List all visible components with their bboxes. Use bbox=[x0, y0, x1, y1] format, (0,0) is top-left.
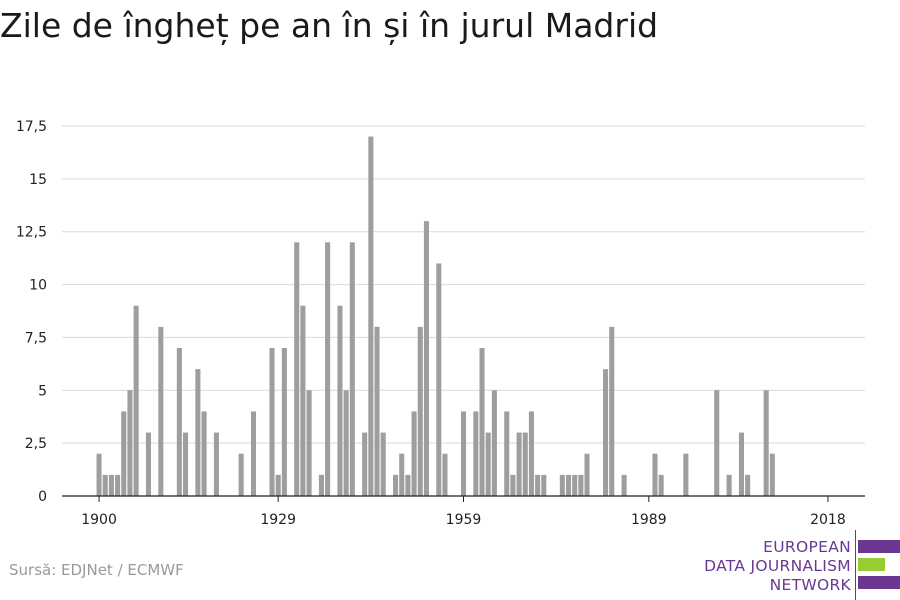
bar bbox=[349, 242, 355, 496]
bar bbox=[621, 474, 627, 496]
bar bbox=[652, 453, 658, 496]
y-tick-label: 12,5 bbox=[16, 225, 47, 241]
bar bbox=[275, 474, 281, 496]
bar bbox=[541, 474, 547, 496]
bar bbox=[115, 474, 121, 496]
bar bbox=[108, 474, 114, 496]
axes: 0 2,5 5 7,5 10 12,5 15 17,5 1900 1929 1959 1989 2018 bbox=[16, 119, 865, 528]
edjnet-logo[interactable]: EUROPEAN DATA JOURNALISM NETWORK bbox=[700, 530, 900, 600]
bar bbox=[121, 411, 127, 496]
bar bbox=[763, 390, 769, 496]
bar bbox=[362, 432, 368, 496]
logo-line-3: NETWORK bbox=[769, 576, 851, 594]
bar bbox=[102, 474, 108, 496]
bar bbox=[528, 411, 534, 496]
bar bbox=[405, 474, 411, 496]
bar bbox=[325, 242, 331, 496]
bar bbox=[269, 348, 275, 496]
bar bbox=[460, 411, 467, 496]
bar bbox=[442, 453, 448, 496]
bar bbox=[510, 474, 516, 496]
x-tick-label: 1929 bbox=[260, 512, 296, 528]
bar bbox=[368, 136, 374, 497]
grid-lines bbox=[62, 125, 865, 444]
bar bbox=[572, 474, 578, 496]
source-note: Sursă: EDJNet / ECMWF bbox=[9, 561, 184, 579]
bar bbox=[609, 326, 615, 496]
logo-bar-purple-bottom bbox=[858, 576, 900, 589]
bar bbox=[578, 474, 584, 496]
bar bbox=[96, 453, 102, 496]
bar bbox=[726, 474, 732, 496]
y-tick-label: 0 bbox=[38, 489, 47, 505]
bar bbox=[294, 242, 300, 496]
bar bbox=[745, 474, 751, 496]
x-tick-label: 1989 bbox=[631, 512, 667, 528]
bar bbox=[485, 432, 491, 496]
bar bbox=[127, 390, 133, 496]
bar bbox=[683, 453, 689, 496]
bar bbox=[603, 369, 609, 496]
bar bbox=[380, 432, 386, 496]
x-tick-label: 1900 bbox=[81, 512, 117, 528]
y-tick-label: 7,5 bbox=[25, 330, 47, 346]
bar bbox=[522, 432, 528, 496]
y-tick-label: 2,5 bbox=[25, 436, 47, 452]
logo-line-2: DATA JOURNALISM bbox=[704, 557, 851, 575]
bar bbox=[201, 411, 207, 496]
bar bbox=[423, 221, 429, 496]
bar bbox=[535, 474, 541, 496]
bar bbox=[473, 411, 479, 496]
bar bbox=[559, 474, 565, 496]
bar bbox=[411, 411, 417, 496]
x-tick-label: 2018 bbox=[810, 512, 846, 528]
bar bbox=[565, 474, 572, 496]
bar bbox=[374, 326, 380, 496]
chart-title: Zile de îngheț pe an în și în jurul Madr… bbox=[0, 6, 659, 45]
bar bbox=[504, 411, 510, 496]
bar bbox=[238, 453, 244, 496]
logo-divider bbox=[855, 530, 856, 600]
bar bbox=[133, 305, 139, 496]
bar bbox=[306, 390, 312, 496]
bar bbox=[436, 263, 442, 496]
logo-bar-green bbox=[858, 558, 885, 571]
x-tick-label: 1959 bbox=[446, 512, 482, 528]
bar bbox=[714, 390, 720, 496]
bar bbox=[658, 474, 664, 496]
bar bbox=[145, 432, 152, 496]
bar bbox=[300, 305, 306, 496]
bar bbox=[176, 348, 182, 496]
bar bbox=[584, 453, 590, 496]
y-tick-label: 5 bbox=[38, 383, 47, 399]
bar bbox=[213, 432, 219, 496]
bar bbox=[769, 453, 775, 496]
bar bbox=[491, 390, 497, 496]
bar bbox=[281, 348, 287, 496]
bar bbox=[738, 432, 744, 496]
bar bbox=[417, 326, 423, 496]
bar bbox=[250, 411, 257, 496]
bar bbox=[195, 369, 201, 496]
bar bbox=[318, 474, 324, 496]
bar bbox=[337, 305, 343, 496]
y-tick-label: 15 bbox=[29, 172, 47, 188]
logo-bar-purple-top bbox=[858, 540, 900, 553]
bar bbox=[393, 474, 399, 496]
logo-line-1: EUROPEAN bbox=[763, 538, 851, 556]
bars bbox=[96, 136, 775, 497]
y-tick-label: 10 bbox=[29, 278, 47, 294]
bar bbox=[183, 432, 189, 496]
bar bbox=[399, 453, 405, 496]
y-tick-label: 17,5 bbox=[16, 119, 47, 135]
bar bbox=[479, 348, 485, 496]
bar bbox=[516, 432, 522, 496]
bar bbox=[158, 326, 164, 496]
bar bbox=[343, 390, 349, 496]
